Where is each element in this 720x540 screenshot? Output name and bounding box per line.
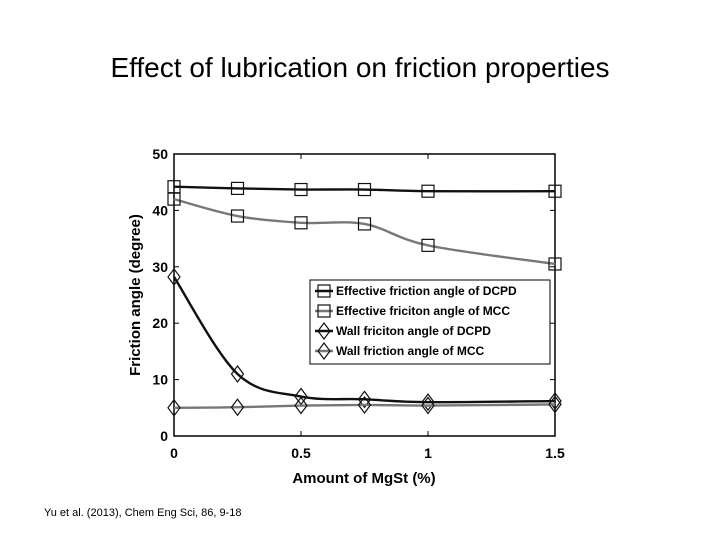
y-tick-label: 40 — [152, 202, 168, 218]
y-tick-label: 10 — [152, 372, 168, 388]
data-point-series-3 — [421, 393, 435, 412]
data-point-series-2 — [230, 209, 245, 223]
data-point-series-1 — [230, 181, 245, 196]
legend-marker-3 — [317, 322, 331, 340]
y-tick-label: 20 — [152, 315, 168, 331]
data-point-series-1 — [294, 182, 308, 197]
legend: Effective friction angle of DCPD Effectiv… — [309, 279, 551, 365]
x-tick-label: 1 — [424, 445, 432, 461]
y-tick-label: 30 — [152, 259, 168, 275]
data-point-series-4 — [167, 398, 181, 417]
data-point-series-3 — [230, 364, 245, 383]
legend-label-2: Effective friciton angle of MCC — [336, 304, 510, 318]
data-point-series-2 — [548, 257, 562, 271]
data-point-series-1 — [357, 182, 372, 197]
data-point-series-3 — [548, 392, 562, 411]
data-point-series-4 — [357, 395, 372, 414]
data-point-series-4 — [548, 395, 562, 414]
series-line-2 — [173, 197, 556, 266]
legend-label-1: Effective friction angle of DCPD — [336, 284, 517, 298]
citation: Yu et al. (2013), Chem Eng Sci, 86, 9-18 — [44, 507, 242, 519]
data-point-series-4 — [294, 396, 308, 415]
data-point-series-2 — [421, 238, 435, 252]
series-line-3 — [172, 276, 556, 404]
x-tick-label: 0 — [170, 445, 178, 461]
data-point-series-4 — [230, 398, 245, 417]
data-point-series-3 — [167, 267, 181, 286]
data-point-series-1 — [548, 184, 562, 198]
legend-label-3: Wall friciton angle of DCPD — [336, 324, 491, 338]
legend-box — [309, 279, 551, 365]
legend-label-4: Wall friction angle of MCC — [336, 344, 485, 358]
slide-title: Effect of lubrication on friction proper… — [110, 52, 610, 83]
data-point-series-2 — [357, 217, 372, 231]
legend-marker-2 — [317, 304, 331, 318]
x-tick-label: 1.5 — [545, 445, 565, 461]
legend-marker-4 — [317, 342, 331, 360]
x-axis-label: Amount of MgSt (%) — [292, 470, 435, 487]
series-layer — [167, 180, 562, 417]
y-tick-label: 0 — [160, 428, 168, 444]
series-line-1 — [173, 185, 556, 193]
data-point-series-4 — [421, 396, 435, 415]
data-point-series-1 — [421, 184, 435, 198]
legend-marker-1 — [317, 284, 331, 298]
data-point-series-2 — [294, 216, 308, 230]
axis-layer: 0 0.5 1 1.5 0 10 20 30 40 50 — [152, 146, 565, 461]
y-tick-label: 50 — [152, 146, 168, 162]
data-point-series-3 — [357, 390, 372, 409]
data-point-series-2 — [167, 192, 181, 206]
x-tick-label: 0.5 — [291, 445, 311, 461]
series-line-4 — [173, 403, 556, 409]
y-axis-label: Friction angle (degree) — [127, 214, 144, 376]
